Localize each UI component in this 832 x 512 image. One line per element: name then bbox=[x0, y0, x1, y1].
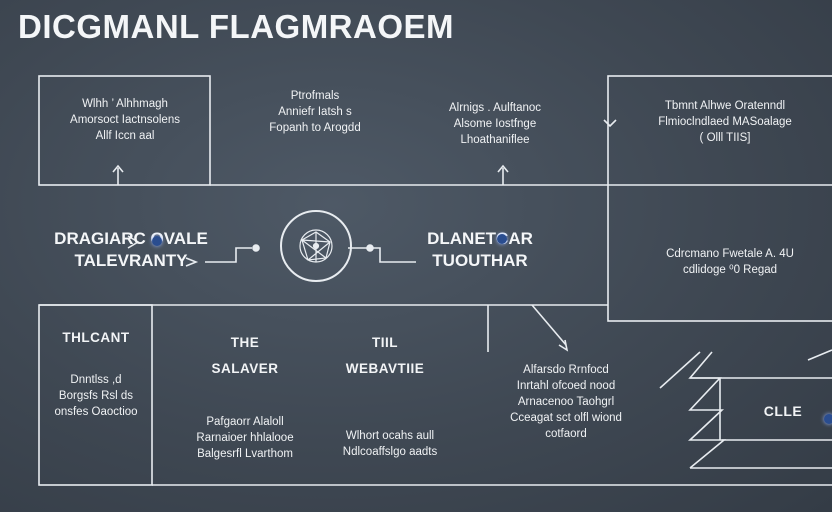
text-line: WEBAVTIIE bbox=[345, 361, 425, 376]
text-line: Wlhh ’ Alhhmagh bbox=[82, 98, 168, 110]
network-globe-icon bbox=[299, 229, 333, 263]
box-right-mid-text: Cdrcmano Fwetale A. 4U cdlidoge ⁰0 Regad bbox=[630, 246, 830, 278]
orb-icon bbox=[824, 414, 832, 424]
text-line: Tbmnt Alhwe Oratenndl bbox=[664, 100, 786, 112]
orb-icon bbox=[152, 236, 162, 246]
text-line: Balgesrfl Lvarthom bbox=[197, 448, 293, 460]
text-line: TIIL bbox=[372, 335, 398, 350]
text-line: Wlhort ocahs aull bbox=[345, 430, 435, 442]
text-line: Amorsoct Iactnsolens bbox=[70, 114, 180, 126]
text-line: ( Olll TIIS] bbox=[699, 132, 751, 144]
label-center-mid: DLANETCAR TUOUTHAR bbox=[400, 228, 560, 272]
text-line: Arnacenoo Taohgrl bbox=[517, 396, 615, 408]
text-line: onsfes Oaoctioo bbox=[54, 406, 138, 418]
text-line: Alsome Iostfnge bbox=[453, 118, 537, 130]
text-line: Flmioclndlaed MASoalage bbox=[658, 116, 792, 128]
text-line: Alfarsdo Rrnfocd bbox=[523, 364, 609, 376]
text-line: DRAGIARC OVALE bbox=[54, 229, 208, 248]
text-line: Cdrcmano Fwetale A. 4U bbox=[666, 248, 794, 260]
box-right bbox=[607, 75, 832, 322]
globe-ring bbox=[280, 210, 352, 282]
bottom-3-head: TIIL WEBAVTIIE bbox=[320, 330, 450, 382]
text-line: Inrtahl ofcoed nood bbox=[516, 380, 616, 392]
bottom-1-head: THLCANT bbox=[62, 330, 130, 345]
text-line: Lhoathaniflee bbox=[460, 134, 530, 146]
box-top-4-text: Tbmnt Alhwe Oratenndl Flmioclndlaed MASo… bbox=[618, 98, 832, 146]
text-line: Cceagat sct olfl wiond bbox=[510, 412, 622, 424]
text-line: THE bbox=[230, 335, 260, 350]
box-top-2-text: Ptrofmals Anniefr Iatsh s Fopanh to Arog… bbox=[230, 88, 400, 136]
text-line: Borgsfs Rsl ds bbox=[58, 390, 134, 402]
bottom-4-text: Alfarsdo Rrnfocd Inrtahl ofcoed nood Arn… bbox=[486, 362, 646, 442]
text-line: DLANETCAR bbox=[427, 229, 533, 248]
bottom-2-head: THE SALAVER bbox=[180, 330, 310, 382]
diagram-title: DICGMANL FLAGMRAOEM bbox=[18, 8, 455, 45]
text-line: cotfaord bbox=[545, 428, 587, 440]
text-line: Anniefr Iatsh s bbox=[278, 106, 352, 118]
text-line: SALAVER bbox=[211, 361, 279, 376]
bottom-3-text: Wlhort ocahs aull Ndlcoaffslgo aadts bbox=[320, 428, 460, 460]
text-line: TALEVRANTY bbox=[74, 251, 188, 270]
label-left-mid: DRAGIARC OVALE TALEVRANTY bbox=[36, 228, 226, 272]
bottom-1-text: Dnntlss ,d Borgsfs Rsl ds onsfes Oaoctio… bbox=[40, 372, 152, 420]
box-top-1-text: Wlhh ’ Alhhmagh Amorsoct Iactnsolens All… bbox=[40, 96, 210, 144]
bottom-2-text: Pafgaorr Alaloll Rarnaioer hhlalooe Balg… bbox=[170, 414, 320, 462]
text-line: Fopanh to Arogdd bbox=[269, 122, 361, 134]
box-bottom-1 bbox=[38, 304, 153, 486]
text-line: TUOUTHAR bbox=[432, 251, 528, 270]
text-line: Pafgaorr Alaloll bbox=[206, 416, 284, 428]
text-line: Ptrofmals bbox=[290, 90, 340, 102]
box-top-3-text: Alrnigs . Aulftanoc Alsome Iostfnge Lhoa… bbox=[405, 100, 585, 148]
box-top-1 bbox=[38, 75, 211, 186]
text-line: Rarnaioer hhlalooe bbox=[196, 432, 294, 444]
orb-icon bbox=[497, 234, 507, 244]
text-line: cdlidoge ⁰0 Regad bbox=[682, 264, 778, 276]
text-line: Allf Iccn aal bbox=[95, 130, 155, 142]
cle-label: CLLE bbox=[763, 403, 803, 419]
text-line: Alrnigs . Aulftanoc bbox=[448, 102, 542, 114]
text-line: Dnntlss ,d bbox=[70, 374, 122, 386]
text-line: Ndlcoaffslgo aadts bbox=[342, 446, 438, 458]
